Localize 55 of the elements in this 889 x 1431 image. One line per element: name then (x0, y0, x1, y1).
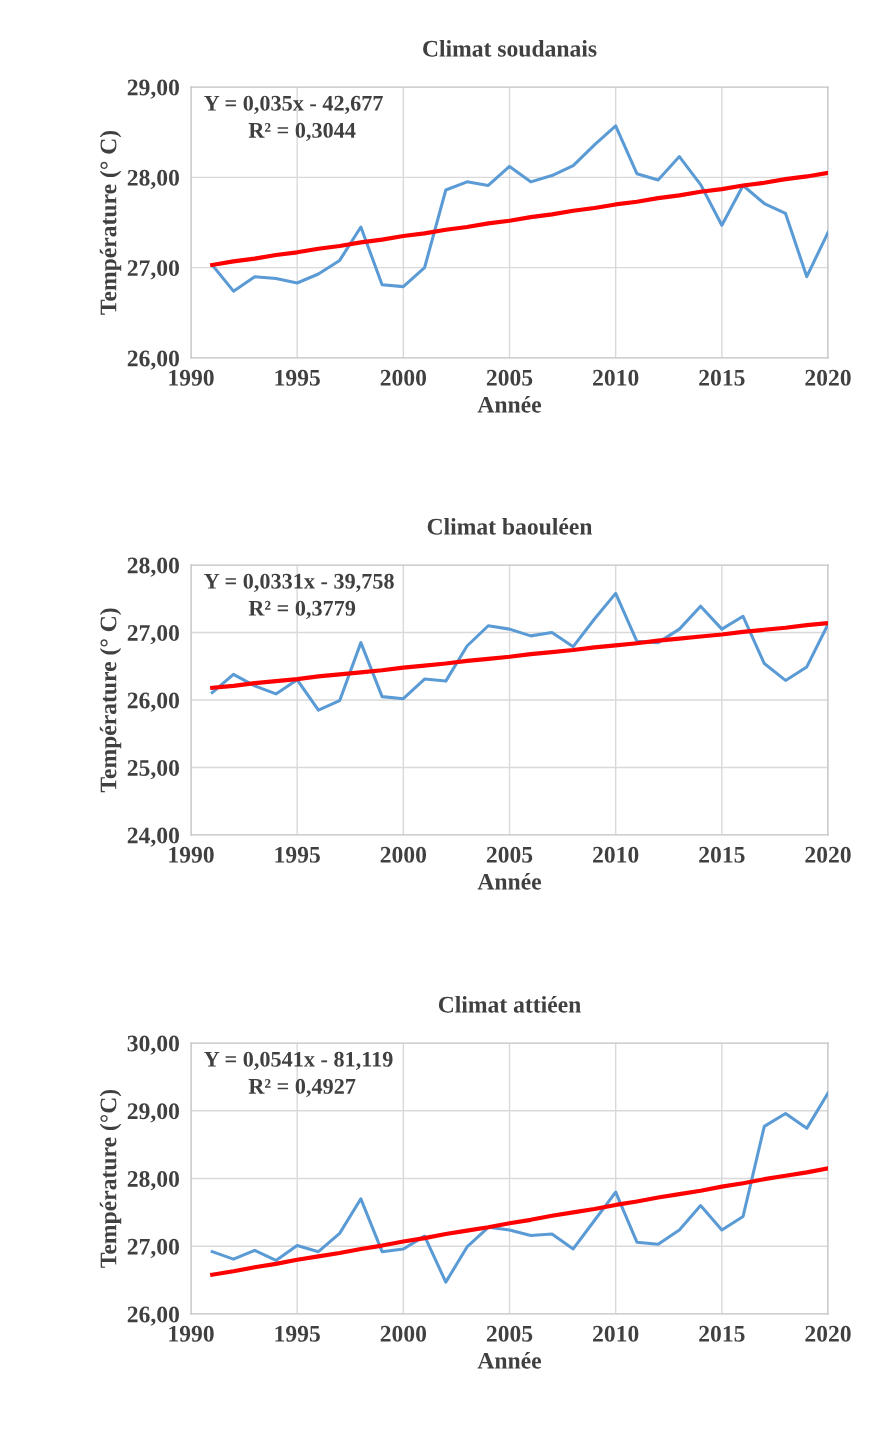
y-tick-label: 27,00 (127, 624, 179, 645)
x-tick-label: 2015 (699, 369, 745, 386)
y-tick-label: 28,00 (127, 1170, 179, 1191)
x-axis-title: Année (477, 1352, 542, 1369)
line-series (210, 1166, 828, 1277)
y-tick-label: 27,00 (127, 260, 179, 280)
y-axis-title: Température (°C) (99, 1089, 122, 1268)
line-series (210, 124, 828, 293)
x-tick-label: 2005 (486, 369, 533, 386)
x-tick-label: 2010 (593, 846, 639, 863)
y-tick-label: 29,00 (127, 79, 179, 99)
annotation: Y = 0,035x - 42,677 (204, 95, 383, 114)
x-tick-label: 2020 (805, 1325, 851, 1342)
y-axis-title: Température (° C) (99, 608, 122, 793)
x-tick-label: 2000 (380, 1325, 427, 1342)
y-tick-label: 29,00 (127, 1103, 179, 1123)
x-tick-label: 2015 (699, 1325, 745, 1342)
x-tick-label: 2005 (486, 846, 533, 863)
y-tick-label: 28,00 (127, 557, 179, 577)
x-tick-label: 2020 (805, 369, 851, 386)
x-tick-label: 1990 (169, 369, 214, 386)
annotation: Y = 0,0541x - 81,119 (204, 1051, 393, 1070)
annotation: R² = 0,3044 (248, 122, 356, 142)
x-axis-title: Année (477, 873, 542, 890)
x-tick-label: 2000 (380, 846, 427, 863)
x-tick-label: 1995 (275, 369, 320, 386)
line-series (210, 170, 828, 268)
y-tick-label: 30,00 (127, 1035, 179, 1055)
y-tick-label: 26,00 (127, 350, 179, 370)
x-tick-label: 1990 (169, 846, 214, 863)
y-tick-label: 26,00 (127, 692, 179, 712)
chart-title: Climat baouléen (427, 518, 593, 535)
x-tick-label: 2010 (593, 369, 639, 386)
line-series (210, 591, 828, 712)
y-tick-label: 25,00 (127, 759, 179, 780)
annotation: Y = 0,0331x - 39,758 (204, 573, 394, 592)
y-tick-label: 24,00 (127, 827, 179, 847)
x-tick-label: 2015 (699, 846, 745, 863)
y-tick-label: 27,00 (127, 1238, 179, 1259)
x-tick-label: 2020 (805, 846, 851, 863)
y-tick-label: 26,00 (127, 1306, 179, 1326)
x-tick-label: 2005 (486, 1325, 533, 1342)
y-tick-label: 28,00 (127, 169, 179, 190)
x-tick-label: 1995 (275, 846, 320, 863)
x-axis-title: Année (477, 396, 542, 413)
x-tick-label: 1990 (169, 1325, 214, 1342)
line-series (210, 620, 828, 690)
x-tick-label: 2000 (380, 369, 427, 386)
annotation: R² = 0,4927 (248, 1078, 356, 1098)
x-tick-label: 2010 (593, 1325, 639, 1342)
y-axis-title: Température (° C) (99, 130, 122, 315)
x-tick-label: 1995 (275, 1325, 320, 1342)
annotation: R² = 0,3779 (248, 600, 356, 619)
chart-title: Climat soudanais (423, 40, 597, 57)
chart-title: Climat attiéen (438, 996, 581, 1013)
